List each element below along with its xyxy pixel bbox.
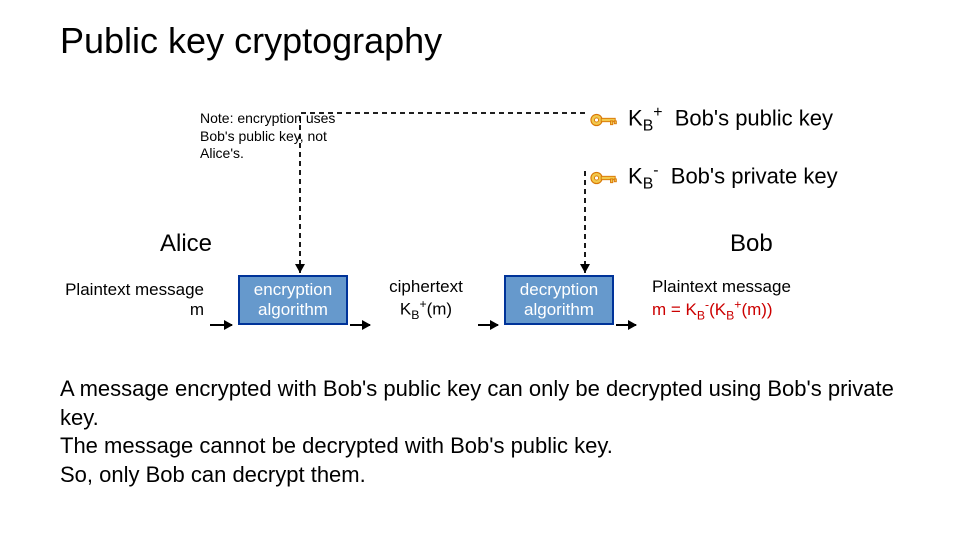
key-icon — [590, 111, 618, 129]
private-key-label: KB- Bob's private key — [628, 162, 838, 194]
description-text: A message encrypted with Bob's public ke… — [60, 375, 900, 489]
encryption-box: encryption algorithm — [238, 275, 348, 325]
alice-label: Alice — [160, 230, 212, 258]
arrow-icon — [616, 324, 636, 326]
plaintext-input: Plaintext message m — [50, 280, 210, 321]
private-key-row: KB- Bob's private key — [590, 162, 838, 194]
flow-row: Plaintext message m encryption algorithm… — [50, 275, 930, 325]
arrow-icon — [478, 324, 498, 326]
ciphertext-label: ciphertext KB+(m) — [376, 277, 476, 323]
arrow-icon — [210, 324, 232, 326]
decryption-box: decryption algorithm — [504, 275, 614, 325]
arrow-icon — [350, 324, 370, 326]
key-icon — [590, 169, 618, 187]
bob-label: Bob — [730, 230, 773, 258]
encryption-note: Note: encryption uses Bob's public key, … — [200, 110, 360, 163]
public-key-label: KB+ Bob's public key — [628, 104, 833, 136]
public-key-row: KB+ Bob's public key — [590, 104, 833, 136]
page-title: Public key cryptography — [60, 20, 442, 62]
plaintext-output: Plaintext message m = KB-(KB+(m)) — [642, 276, 852, 324]
